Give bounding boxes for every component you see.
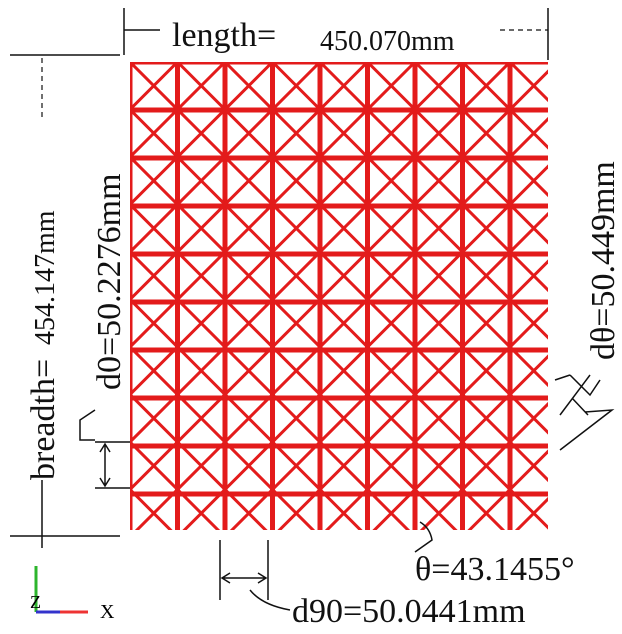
diagonal-bar	[223, 62, 548, 388]
d0-dimension	[79, 409, 130, 489]
diagonal-bar	[130, 297, 363, 530]
diagonal-bar	[130, 62, 227, 160]
diagonal-bar	[130, 107, 548, 530]
theta-label: θ=43.1455°	[415, 551, 575, 588]
axis-x-label: X	[100, 601, 115, 623]
diagonal-bar	[130, 62, 417, 350]
diagonal-bar	[130, 154, 506, 530]
diagonal-bar	[130, 62, 548, 483]
d0-label: d0=50.2276mm	[91, 173, 128, 390]
diagonal-bar	[372, 354, 548, 530]
diagonal-bar	[130, 62, 369, 302]
diagonal-bar	[413, 62, 548, 198]
diagonal-bar	[324, 306, 548, 530]
diagonal-bar	[271, 62, 548, 340]
diagonal-bar	[130, 62, 274, 207]
d90-dimension	[219, 540, 291, 611]
diagonal-bar	[130, 392, 268, 530]
length-label: length=	[172, 17, 276, 54]
diagonal-bar	[467, 449, 548, 530]
diagonal-bar	[182, 164, 548, 530]
diagonal-bar	[130, 202, 458, 530]
dtheta-label: dθ=50.449mm	[585, 161, 622, 360]
length-value: 450.070mm	[320, 26, 455, 57]
diagonal-bar	[130, 62, 322, 255]
breadth-value: 454.147mm	[30, 210, 61, 345]
d90-label: d90=50.0441mm	[292, 593, 526, 630]
mesh	[130, 62, 548, 530]
diagonal-bar	[130, 62, 512, 445]
diagonal-bar	[461, 62, 548, 150]
diagonal-bar	[130, 249, 411, 530]
diagonal-bar	[134, 116, 548, 530]
dtheta-dimension	[554, 374, 615, 451]
diagonal-bar	[130, 69, 548, 492]
diagonal-bar	[277, 259, 548, 530]
diagonal-bar	[229, 211, 548, 530]
diagonal-bar	[176, 62, 548, 435]
diagonal-bar	[366, 62, 548, 245]
diagonal-bar	[419, 401, 548, 530]
theta-leader	[414, 521, 433, 553]
axis-z-label: Z	[30, 592, 41, 612]
breadth-label: breadth=	[25, 359, 62, 480]
diagonal-bar	[130, 439, 221, 530]
diagonal-bar	[130, 344, 316, 530]
diagonal-bar	[130, 62, 464, 397]
diagonal-bar	[318, 62, 548, 293]
